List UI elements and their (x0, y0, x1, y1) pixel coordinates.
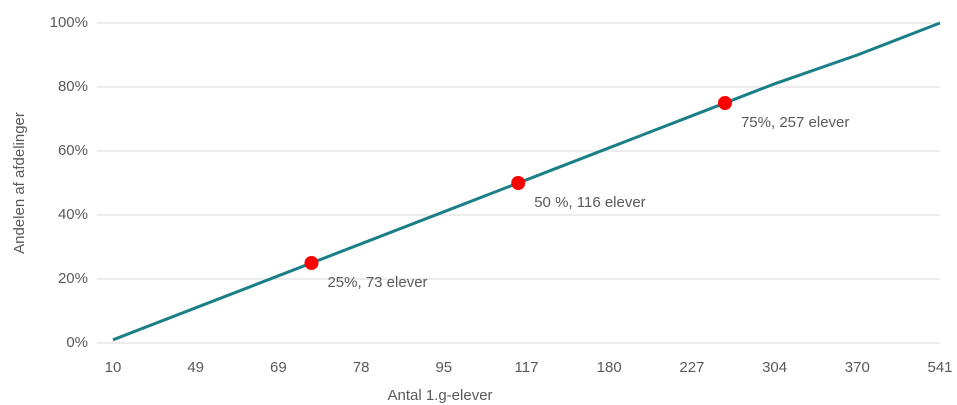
x-tick-label: 95 (435, 359, 452, 376)
annotation-marker (511, 176, 526, 190)
annotation-label: 75%, 257 elever (741, 114, 849, 131)
y-tick-label: 40% (58, 206, 88, 223)
annotation-marker (304, 256, 319, 270)
y-axis-title: Andelen af afdelinger (11, 112, 28, 254)
x-tick-label: 304 (762, 359, 787, 376)
y-tick-label: 0% (66, 334, 88, 351)
y-tick-label: 60% (58, 142, 88, 159)
annotation-marker (717, 96, 732, 110)
x-tick-label: 541 (927, 359, 952, 376)
y-tick-label: 100% (50, 14, 88, 31)
x-axis-title: Antal 1.g-elever (387, 387, 492, 404)
x-tick-label: 49 (187, 359, 204, 376)
x-tick-label: 69 (270, 359, 287, 376)
annotation-label: 25%, 73 elever (327, 274, 427, 291)
x-tick-label: 117 (515, 359, 539, 376)
x-tick-label: 227 (679, 359, 704, 376)
line (112, 21, 941, 342)
x-tick-label: 10 (105, 359, 122, 376)
x-tick-label: 370 (845, 359, 870, 376)
y-tick-label: 80% (58, 78, 88, 95)
x-tick-label: 78 (353, 359, 370, 376)
annotation-label: 50 %, 116 elever (534, 194, 645, 211)
y-tick-label: 20% (58, 270, 88, 287)
x-tick-label: 180 (597, 359, 622, 376)
